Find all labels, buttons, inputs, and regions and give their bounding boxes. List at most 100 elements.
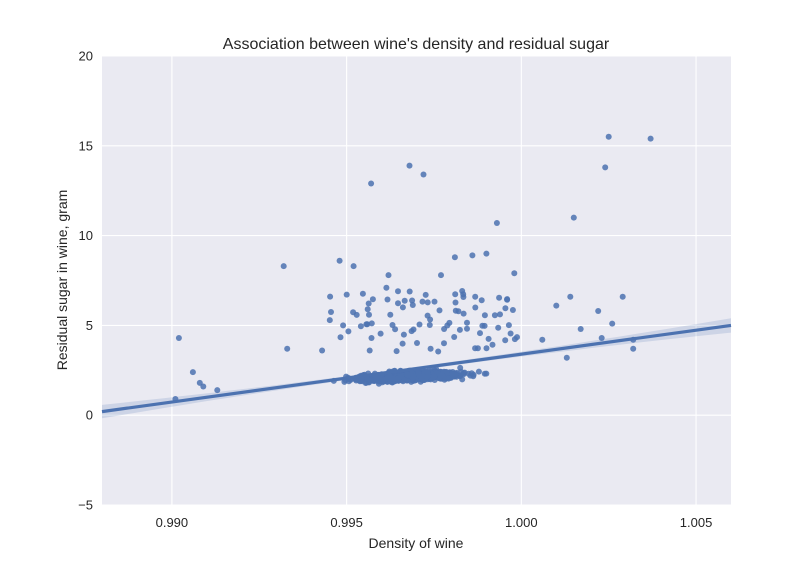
data-point — [496, 294, 503, 301]
data-point — [485, 335, 492, 342]
data-point — [345, 328, 352, 335]
data-point — [401, 297, 408, 304]
data-point — [389, 322, 396, 328]
data-point — [457, 373, 464, 379]
data-point — [364, 321, 371, 328]
data-point — [475, 368, 482, 375]
grid-lines — [102, 55, 731, 506]
data-point — [451, 254, 458, 261]
data-point — [319, 347, 326, 354]
data-point — [326, 317, 333, 324]
data-point — [337, 334, 344, 341]
data-point — [368, 335, 375, 341]
data-point — [420, 171, 427, 178]
y-tick-label: 5 — [86, 318, 93, 333]
data-point — [483, 250, 490, 257]
data-point — [504, 296, 511, 303]
y-tick-labels: −5 0 5 10 15 20 — [78, 49, 93, 513]
data-point — [477, 330, 483, 337]
data-point — [415, 370, 422, 377]
x-tick-label: 1.005 — [680, 515, 713, 530]
data-point — [452, 299, 459, 306]
data-point — [507, 330, 514, 337]
data-point — [511, 336, 518, 343]
data-point — [189, 369, 196, 376]
data-point — [364, 306, 371, 313]
data-point — [438, 272, 444, 279]
data-point — [385, 272, 392, 279]
data-point — [441, 340, 447, 347]
chart-title: Association between wine's density and r… — [223, 36, 610, 53]
data-point — [377, 330, 384, 337]
data-point — [553, 302, 560, 309]
data-point — [464, 325, 470, 332]
data-point — [350, 309, 357, 316]
data-point — [509, 307, 516, 313]
data-point — [456, 326, 463, 333]
data-point — [406, 288, 413, 295]
data-point — [328, 309, 334, 315]
x-tick-label: 0.995 — [330, 515, 363, 530]
data-point — [609, 320, 616, 327]
data-point — [483, 345, 490, 352]
data-point — [368, 320, 375, 327]
data-point — [406, 162, 413, 169]
regression-line — [101, 323, 732, 414]
data-point — [460, 310, 467, 317]
y-tick-label: −5 — [78, 498, 93, 513]
data-point — [336, 257, 343, 264]
data-point — [431, 373, 438, 380]
data-point — [478, 297, 485, 304]
data-point — [284, 345, 291, 352]
data-point — [474, 345, 481, 352]
x-axis-label: Density of wine — [369, 535, 464, 551]
data-point — [368, 180, 375, 187]
data-point — [340, 322, 347, 329]
data-point — [439, 372, 445, 379]
data-point — [435, 348, 442, 355]
data-point — [200, 383, 207, 390]
data-point — [375, 380, 382, 387]
data-point — [497, 311, 503, 318]
x-tick-label: 0.990 — [156, 515, 189, 530]
data-point — [357, 323, 364, 330]
y-tick-label: 10 — [79, 228, 93, 243]
data-point — [502, 305, 509, 312]
data-point — [395, 300, 401, 307]
data-point — [443, 368, 450, 375]
data-point — [570, 214, 577, 221]
data-point — [386, 373, 393, 380]
data-point — [472, 293, 479, 300]
data-point — [446, 319, 453, 326]
data-point — [483, 370, 490, 377]
data-point — [424, 368, 431, 375]
x-tick-labels: 0.990 0.995 1.000 1.005 — [156, 515, 713, 530]
data-point — [445, 375, 452, 382]
data-point — [464, 319, 470, 326]
data-point — [427, 345, 434, 352]
data-point — [393, 348, 400, 355]
data-point — [399, 304, 406, 311]
data-point — [350, 263, 357, 270]
data-point — [605, 133, 612, 140]
data-point — [366, 311, 372, 318]
data-point — [602, 164, 609, 171]
data-point — [416, 321, 423, 328]
data-point — [491, 312, 498, 319]
data-point — [495, 324, 502, 331]
data-point — [511, 270, 518, 277]
data-point — [598, 335, 605, 341]
data-point — [452, 291, 459, 298]
data-point — [449, 371, 456, 378]
data-point — [409, 302, 416, 308]
regression-line-group — [101, 323, 732, 414]
data-point — [419, 373, 426, 380]
data-point — [630, 345, 637, 352]
data-point — [459, 288, 466, 294]
data-point — [383, 284, 390, 291]
data-point — [469, 252, 476, 259]
data-point — [431, 298, 438, 305]
data-point — [392, 326, 399, 333]
data-point — [493, 220, 500, 226]
